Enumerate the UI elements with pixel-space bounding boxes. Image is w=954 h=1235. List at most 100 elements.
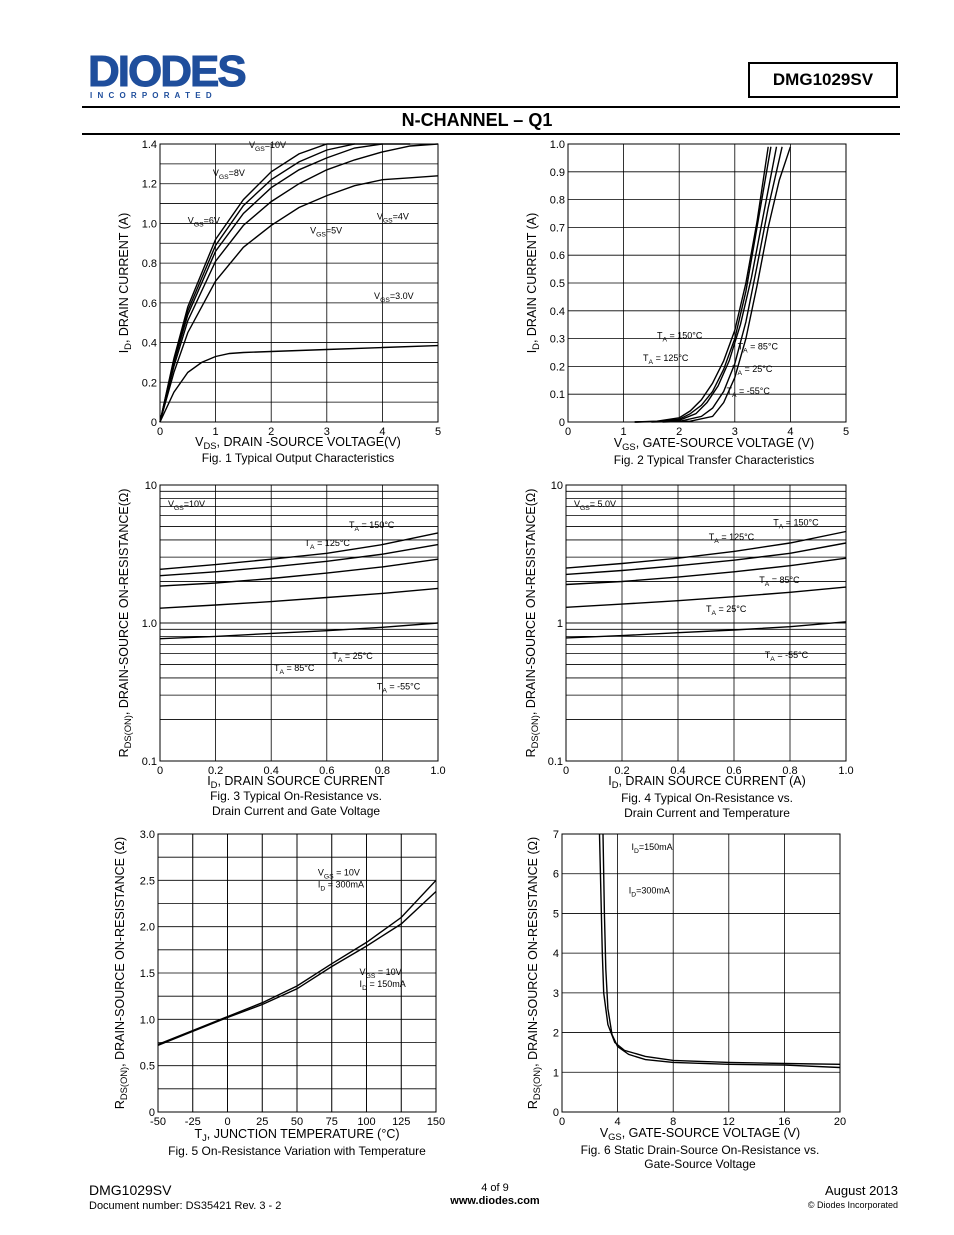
y-tick-label: 0.4 <box>142 338 157 350</box>
y-tick-label: 0.7 <box>550 222 565 234</box>
y-tick-label: 0 <box>559 417 565 429</box>
series-line <box>634 146 772 423</box>
annotation-label: TA = 85°C <box>274 663 315 676</box>
y-tick-label: 0.3 <box>550 334 565 346</box>
footer-copyright: © Diodes Incorporated <box>807 1200 898 1210</box>
x-tick-label: 0.8 <box>782 765 797 777</box>
chart-2: 0 1 2 3 4 5 0 0.1 0.2 0.3 0.4 0.5 0.6 0.7 0.8 0.9 1.0 TA … <box>525 139 849 467</box>
x-tick-label: 0.2 <box>208 765 223 777</box>
annotation-label: TA = 125°C <box>643 353 689 366</box>
y-tick-label: 2.5 <box>140 875 155 887</box>
diodes-logo-graphic: DIODES I N C O R P O R A T E D <box>88 47 248 101</box>
footer-right: August 2013 © Diodes Incorporated <box>808 1183 898 1210</box>
y-tick-label: 5 <box>553 908 559 920</box>
figure-caption: Fig. 4 Typical On-Resistance vs. <box>621 791 793 805</box>
x-tick-label: 3 <box>732 426 738 438</box>
y-tick-label: 1 <box>553 1067 559 1079</box>
footer-page: 4 of 9 <box>481 1182 509 1194</box>
figure-caption-2: Drain Current and Gate Voltage <box>212 804 380 818</box>
plot-frame <box>159 143 439 423</box>
chart-3: 0 0.2 0.4 0.6 0.8 1.0 0.1 1.0 10 TA = 150°C TA = 1… <box>117 480 446 818</box>
plot-frame <box>157 833 437 1113</box>
annotation-label: TA = -55°C <box>765 650 809 663</box>
logo-text: DIODES <box>88 50 245 96</box>
x-tick-label: -25 <box>185 1116 201 1128</box>
annotation-label: VGS=4V <box>377 211 409 224</box>
y-tick-label: 4 <box>553 948 559 960</box>
series-line <box>662 146 792 423</box>
x-axis-label: VGS, GATE-SOURCE VOLTAGE (V) <box>600 1126 800 1142</box>
x-axis-label: ID, DRAIN SOURCE CURRENT (A) <box>608 774 806 790</box>
x-tick-label: 0 <box>157 426 163 438</box>
footer-part: DMG1029SV <box>89 1182 172 1198</box>
x-tick-label: 3 <box>324 426 330 438</box>
y-tick-label: 0 <box>151 417 157 429</box>
annotation-label: TA = 85°C <box>759 575 800 588</box>
footer-left: DMG1029SV Document number: DS35421 Rev. … <box>89 1182 281 1212</box>
legend-label: VGS=10V <box>168 499 205 512</box>
legend-label: VGS= 5.0V <box>574 499 616 512</box>
annotation-label: ID = 150mA <box>360 979 406 992</box>
footer-center: 4 of 9 www.diodes.com <box>380 1182 610 1207</box>
x-axis-label: ID, DRAIN SOURCE CURRENT <box>207 774 385 790</box>
x-axis-label: TJ, JUNCTION TEMPERATURE (°C) <box>194 1127 399 1143</box>
footer-doc: Document number: DS35421 Rev. 3 - 2 <box>89 1200 282 1212</box>
x-tick-label: 75 <box>326 1116 338 1128</box>
series-line <box>565 542 847 576</box>
x-tick-label: 0 <box>559 1116 565 1128</box>
y-axis-label: ID, DRAIN CURRENT (A) <box>525 213 541 354</box>
y-axis-label: RDS(ON), DRAIN-SOURCE ON-RESISTANCE (Ω) <box>526 837 542 1109</box>
x-tick-label: 1.0 <box>838 765 853 777</box>
x-tick-label: 16 <box>778 1116 790 1128</box>
y-axis-label: RDS(ON), DRAIN-SOURCE ON-RESISTANCE(Ω) <box>524 489 540 758</box>
grid <box>159 484 439 762</box>
x-tick-label: 0.6 <box>726 765 741 777</box>
annotation-label: VGS = 10V <box>360 967 402 980</box>
annotation-label: VGS = 10V <box>318 868 360 881</box>
y-tick-label: 3 <box>553 988 559 1000</box>
x-tick-label: 0.4 <box>670 765 685 777</box>
x-tick-label: 12 <box>723 1116 735 1128</box>
annotation-label: ID = 300mA <box>318 880 364 893</box>
series-line <box>157 890 437 1046</box>
footer-url[interactable]: www.diodes.com <box>450 1195 540 1207</box>
annotation-label: TA = 125°C <box>305 538 351 551</box>
y-tick-label: 6 <box>553 869 559 881</box>
annotation-label: ID=150mA <box>632 842 673 855</box>
x-axis-label: VDS, DRAIN -SOURCE VOLTAGE(V) <box>195 435 401 451</box>
chart-4: 0 0.2 0.4 0.6 0.8 1.0 0.1 1 10 TA = 150°C TA = 125… <box>524 480 854 820</box>
x-tick-label: 4 <box>379 426 385 438</box>
y-tick-label: 1.0 <box>142 618 157 630</box>
annotation-label: VGS=8V <box>213 168 245 181</box>
y-tick-label: 0.2 <box>142 377 157 389</box>
y-tick-label: 1.4 <box>142 139 157 151</box>
annotation-label: VGS=3.0V <box>374 291 414 304</box>
x-tick-label: 2 <box>676 426 682 438</box>
y-tick-label: 0.9 <box>550 167 565 179</box>
plot-frame <box>567 143 847 423</box>
diodes-logo: DIODES I N C O R P O R A T E D <box>88 47 263 101</box>
series-line <box>159 143 439 423</box>
y-tick-label: 0.6 <box>550 250 565 262</box>
y-tick-label: 1.5 <box>140 968 155 980</box>
series-line <box>159 543 439 577</box>
x-tick-label: 0.8 <box>375 765 390 777</box>
x-tick-label: 0 <box>157 765 163 777</box>
figure-caption: Fig. 2 Typical Transfer Characteristics <box>614 453 815 467</box>
y-tick-label: 2 <box>553 1028 559 1040</box>
series-line <box>159 558 439 587</box>
x-tick-label: 0.4 <box>264 765 279 777</box>
x-tick-label: 20 <box>834 1116 846 1128</box>
annotation-label: TA = 125°C <box>709 532 755 545</box>
x-tick-label: 100 <box>357 1116 375 1128</box>
annotation-label: TA = 150°C <box>773 517 819 530</box>
x-tick-label: 1 <box>621 426 627 438</box>
annotation-label: TA = 25°C <box>732 364 773 377</box>
figure-caption: Fig. 5 On-Resistance Variation with Temp… <box>168 1144 426 1158</box>
x-tick-label: 0.2 <box>614 765 629 777</box>
y-tick-label: 3.0 <box>140 829 155 841</box>
x-tick-label: 8 <box>670 1116 676 1128</box>
x-tick-label: 50 <box>291 1116 303 1128</box>
